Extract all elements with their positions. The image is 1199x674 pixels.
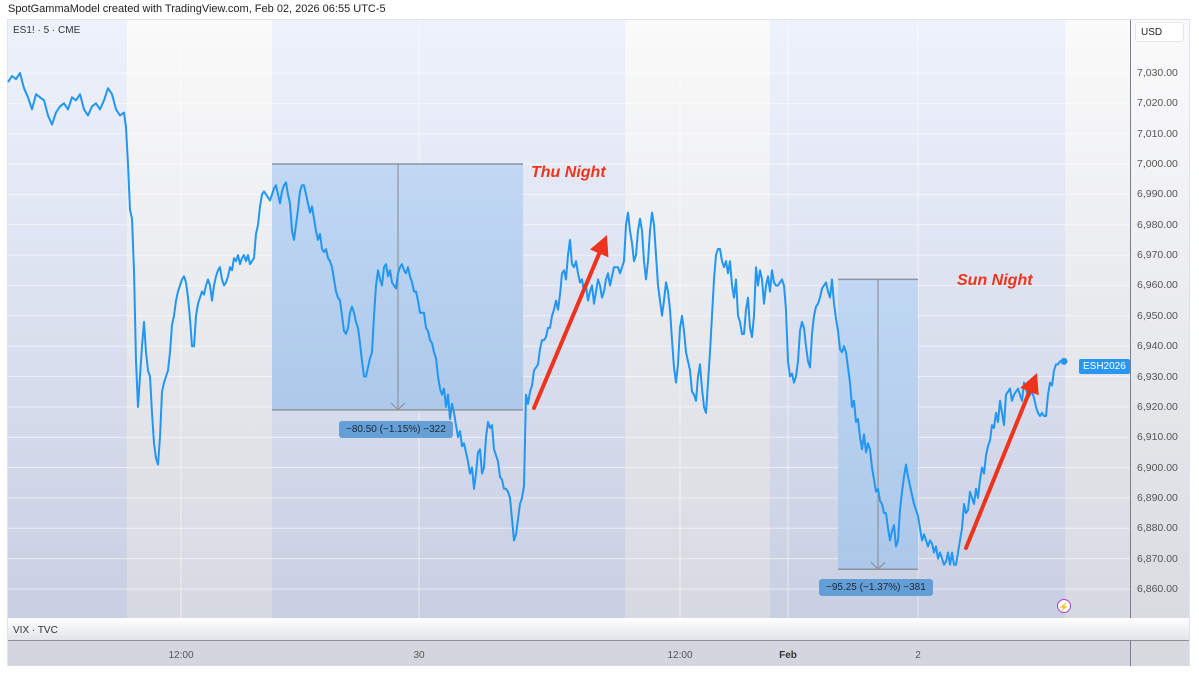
price-tick-label: 7,010.00 bbox=[1137, 127, 1178, 140]
price-tick-label: 6,880.00 bbox=[1137, 522, 1178, 535]
measure-boxes bbox=[272, 163, 918, 571]
price-tick-label: 6,950.00 bbox=[1137, 309, 1178, 322]
price-tick-label: 6,990.00 bbox=[1137, 188, 1178, 201]
time-tick-label: 30 bbox=[413, 650, 425, 661]
annotation-thu-night: Thu Night bbox=[531, 164, 606, 181]
price-tick-label: 6,890.00 bbox=[1137, 491, 1178, 504]
last-price-dot bbox=[1060, 357, 1068, 365]
extended-session-band bbox=[8, 20, 127, 618]
last-price-tag[interactable]: ESH2026 bbox=[1079, 359, 1130, 374]
time-tick-label: 12:00 bbox=[667, 650, 693, 661]
price-tick-label: 6,970.00 bbox=[1137, 249, 1178, 262]
price-tick-label: 6,910.00 bbox=[1137, 431, 1178, 444]
price-tick-label: 7,030.00 bbox=[1137, 67, 1178, 79]
price-tick-label: 6,870.00 bbox=[1137, 552, 1178, 565]
chart-credit: SpotGammaModel created with TradingView.… bbox=[8, 3, 386, 15]
measure-label-sunday: −95.25 (−1.37%) −381 bbox=[819, 579, 933, 596]
annotation-arrows bbox=[532, 235, 1039, 550]
annotation-sun-night: Sun Night bbox=[957, 272, 1033, 289]
measure-label-thursday: −80.50 (−1.15%) −322 bbox=[339, 421, 453, 438]
time-tick-label: Feb bbox=[779, 650, 797, 661]
price-tick-label: 7,020.00 bbox=[1137, 97, 1178, 110]
time-tick-label: 2 bbox=[915, 650, 921, 661]
vix-pane[interactable] bbox=[8, 618, 1189, 640]
price-tick-label: 7,000.00 bbox=[1137, 158, 1178, 171]
price-tick-label: 6,920.00 bbox=[1137, 400, 1178, 413]
price-tick-label: 6,980.00 bbox=[1137, 218, 1178, 231]
vix-pane-label[interactable]: VIX · TVC bbox=[13, 625, 58, 636]
price-tick-label: 6,960.00 bbox=[1137, 279, 1178, 292]
currency-button[interactable]: USD bbox=[1135, 22, 1184, 42]
price-tick-label: 6,900.00 bbox=[1137, 461, 1178, 474]
price-line bbox=[7, 72, 1064, 566]
bolt-icon[interactable]: ⚡ bbox=[1057, 599, 1071, 613]
time-tick-label: 12:00 bbox=[168, 650, 194, 661]
price-tick-label: 6,940.00 bbox=[1137, 340, 1178, 353]
price-tick-label: 6,930.00 bbox=[1137, 370, 1178, 383]
price-axis[interactable] bbox=[1131, 20, 1189, 618]
price-tick-label: 6,860.00 bbox=[1137, 582, 1178, 595]
time-axis[interactable] bbox=[8, 641, 1130, 666]
symbol-label[interactable]: ES1! · 5 · CME bbox=[13, 25, 81, 36]
